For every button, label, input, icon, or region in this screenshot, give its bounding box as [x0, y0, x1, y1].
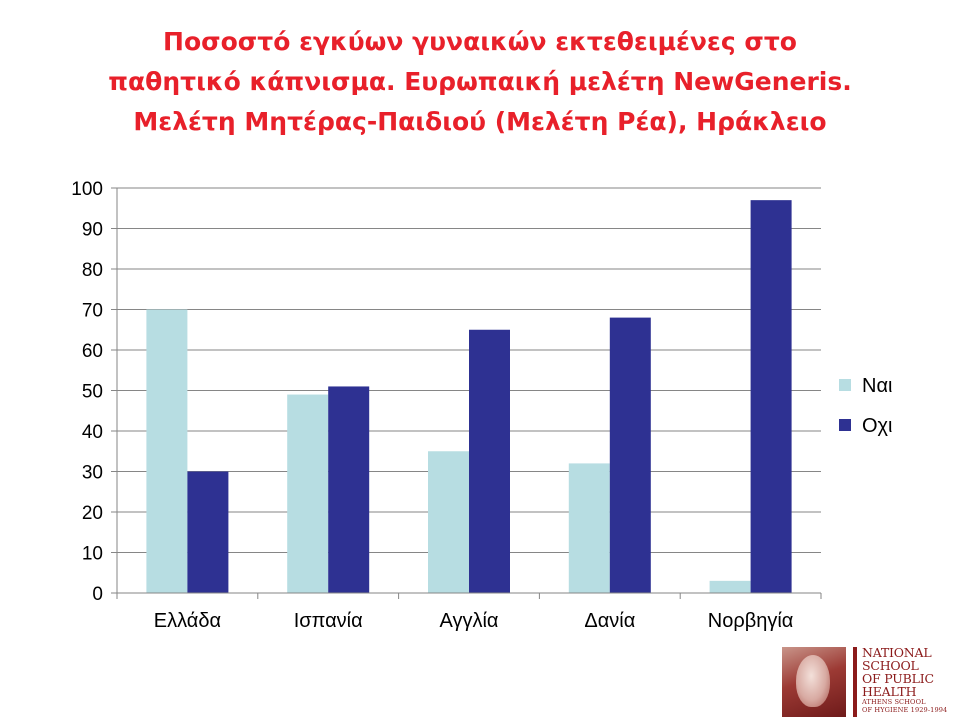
y-tick-label: 30 — [82, 463, 103, 484]
bar-ochi — [609, 317, 651, 593]
y-tick-label: 100 — [71, 179, 103, 200]
bar-ochi — [469, 329, 510, 593]
title-line-1: Ποσοστό εγκύων γυναικών εκτεθειμένες στο — [163, 27, 797, 56]
y-tick-label: 70 — [82, 301, 103, 322]
slide-title: Ποσοστό εγκύων γυναικών εκτεθειμένες στο… — [40, 22, 920, 142]
bar-nai — [428, 451, 469, 593]
y-tick-label: 20 — [82, 503, 103, 524]
bars — [146, 200, 792, 593]
legend-label-ochi: Οχι — [862, 415, 893, 437]
title-line-3: Μελέτη Μητέρας-Παιδιού (Μελέτη Ρέα), Ηρά… — [133, 107, 827, 136]
bar-nai — [287, 394, 329, 593]
logo-subline: OF HYGIENE 1929-1994 — [862, 706, 948, 714]
axes: 0 10 20 30 40 50 60 70 80 90 100 Ελλάδα Ισπανία Αγγλί… — [71, 179, 822, 632]
logo-line: NATIONAL — [862, 645, 932, 660]
y-tick-label: 10 — [82, 544, 103, 565]
y-tick-label: 80 — [82, 260, 103, 281]
title-line-2: παθητικό κάπνισμα. Ευρωπαική μελέτη NewG… — [108, 67, 852, 96]
bar-nai — [709, 580, 751, 593]
logo-text: NATIONAL SCHOOL OF PUBLIC HEALTH ATHENS … — [862, 646, 954, 714]
bar-ochi — [328, 386, 370, 593]
y-tick-label: 90 — [82, 220, 103, 241]
bar-nai — [146, 309, 188, 593]
legend-label-nai: Ναι — [862, 375, 892, 397]
y-tick-label: 60 — [82, 341, 103, 362]
x-category-label: Δανία — [584, 610, 635, 632]
bar-ochi — [187, 471, 229, 593]
y-tick-label: 0 — [92, 584, 103, 605]
y-tick-label: 40 — [82, 422, 103, 443]
logo-subline: ATHENS SCHOOL — [862, 698, 926, 706]
logo-line: OF PUBLIC — [862, 671, 934, 686]
legend-swatch-ochi — [839, 419, 851, 431]
bar-nai — [568, 463, 610, 593]
logo-line: SCHOOL — [862, 658, 919, 673]
x-category-label: Αγγλία — [440, 610, 499, 632]
legend-swatch-nai — [839, 379, 851, 391]
x-category-label: Ισπανία — [294, 610, 363, 632]
logo-line: HEALTH — [862, 684, 917, 699]
y-tick-label: 50 — [82, 382, 103, 403]
logo-divider — [853, 647, 857, 717]
x-category-label: Νορβηγία — [708, 610, 794, 632]
statue-head-image — [782, 647, 846, 717]
x-category-label: Ελλάδα — [154, 610, 221, 632]
bar-ochi — [750, 200, 792, 593]
school-logo: NATIONAL SCHOOL OF PUBLIC HEALTH ATHENS … — [782, 645, 950, 719]
legend: Ναι Οχι — [839, 375, 893, 437]
